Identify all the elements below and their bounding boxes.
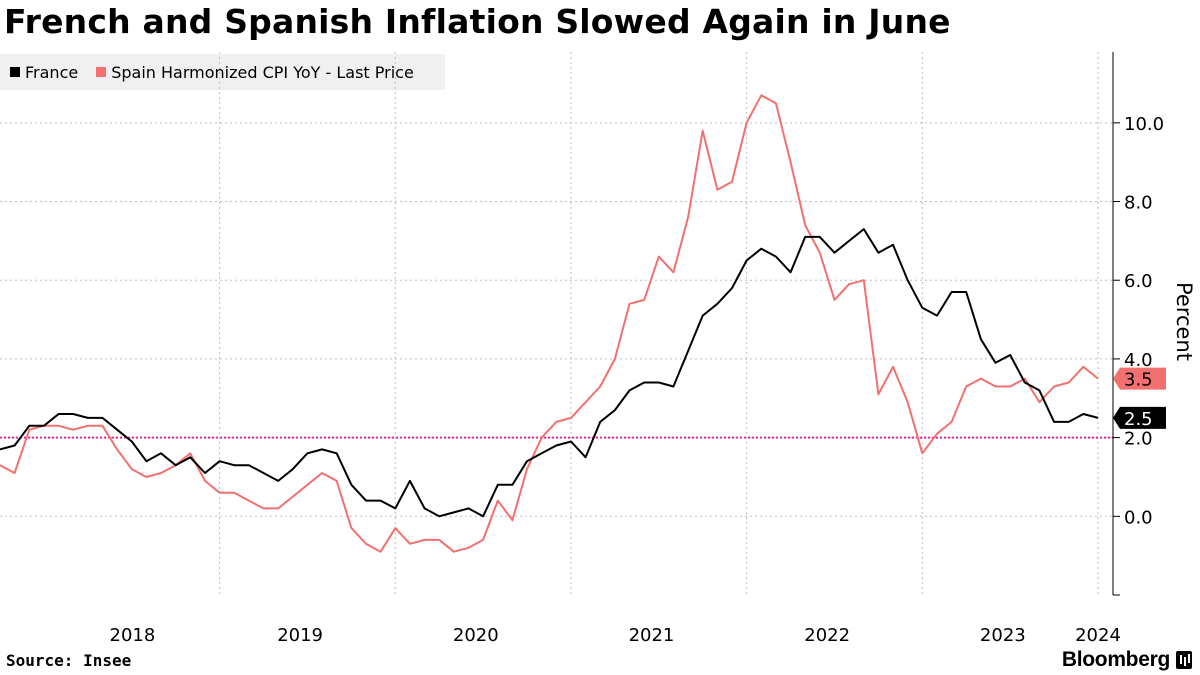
last-value-france-box (1113, 406, 1166, 429)
last-value-france: 2.5 (1113, 406, 1166, 430)
x-year-label: 2019 (277, 625, 323, 646)
legend-item-france: France (10, 63, 78, 82)
spain-line (0, 94, 1099, 553)
france-line (0, 228, 1099, 518)
last-value-france-text: 2.5 (1124, 409, 1153, 430)
bloomberg-logo: Bloomberg (1061, 648, 1170, 671)
terminal-icon (1176, 651, 1192, 669)
legend-swatch-france (10, 67, 20, 77)
legend-item-spain: Spain Harmonized CPI YoY - Last Price (96, 63, 414, 82)
y-tick-label: 4.0 (1124, 350, 1153, 371)
legend: France Spain Harmonized CPI YoY - Last P… (0, 54, 445, 90)
y-tick-label: 8.0 (1124, 193, 1153, 214)
last-value-spain-box (1113, 367, 1166, 390)
y-tick-label: 0.0 (1124, 507, 1153, 528)
chart-title: French and Spanish Inflation Slowed Agai… (4, 2, 951, 41)
legend-label-spain: Spain Harmonized CPI YoY - Last Price (111, 62, 414, 82)
last-value-spain: 3.5 (1113, 367, 1166, 391)
source-note: Source: Insee (6, 651, 132, 670)
x-year-label: 2022 (804, 625, 850, 646)
y-tick-label: 10.0 (1124, 114, 1164, 135)
legend-swatch-spain (96, 67, 107, 77)
last-value-spain-text: 3.5 (1124, 370, 1153, 391)
y-axis-label: Percent (1172, 282, 1196, 361)
legend-label-france: France (25, 62, 79, 82)
x-year-label: 2018 (110, 625, 156, 646)
x-year-label: 2021 (629, 625, 675, 646)
y-tick-label: 6.0 (1124, 271, 1153, 292)
y-tick-label: 2.0 (1124, 429, 1153, 450)
x-year-label: 2024 (1075, 625, 1121, 646)
x-year-label: 2023 (980, 625, 1026, 646)
x-year-label: 2020 (453, 625, 499, 646)
